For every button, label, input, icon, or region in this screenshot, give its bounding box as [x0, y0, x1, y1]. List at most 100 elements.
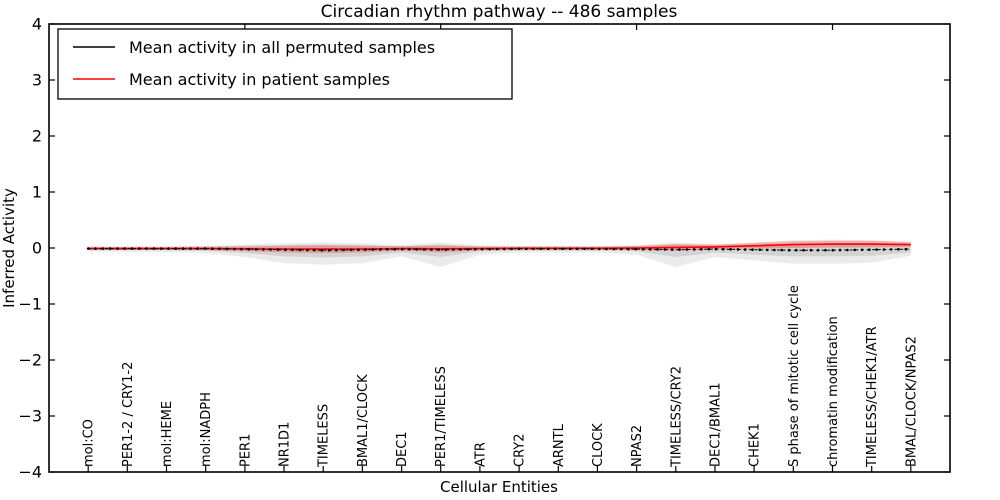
marker-dot	[94, 247, 97, 250]
marker-dot	[116, 247, 119, 250]
y-tick-labels: 4 3 2 1 0 −1 −2 −3 −4	[18, 15, 42, 482]
y-tick-label: 0	[32, 239, 42, 258]
marker-dot	[561, 247, 564, 251]
marker-dot	[882, 248, 886, 251]
marker-dot	[130, 247, 134, 250]
marker-dot	[393, 247, 397, 251]
marker-dot	[532, 247, 535, 251]
x-tick-label: TIMELESS	[317, 404, 332, 468]
marker-dot	[357, 248, 360, 251]
marker-dot	[473, 247, 477, 251]
legend-label-patient: Mean activity in patient samples	[129, 70, 390, 89]
marker-dot	[889, 248, 893, 251]
marker-dot	[590, 247, 594, 251]
marker-dot	[481, 247, 484, 251]
marker-dot	[765, 248, 769, 252]
plot-frame	[48, 23, 951, 473]
marker-dot	[612, 247, 616, 251]
y-tick-label: 3	[32, 71, 42, 90]
marker-dot	[232, 247, 236, 251]
marker-dot	[904, 247, 908, 251]
x-tick-label: CRY2	[513, 434, 528, 468]
marker-dot	[444, 248, 448, 251]
marker-dot	[276, 248, 280, 251]
marker-dot	[254, 248, 258, 251]
marker-dot	[371, 248, 375, 251]
x-tick-label: mol:NADPH	[199, 392, 214, 467]
marker-dot	[700, 248, 703, 251]
marker-dot	[641, 247, 645, 251]
y-tick-label: 4	[32, 15, 42, 34]
marker-dot	[430, 248, 433, 251]
marker-dot	[181, 247, 185, 250]
marker-dot	[649, 248, 652, 251]
marker-dot	[524, 247, 528, 251]
marker-dot	[415, 248, 419, 251]
y-axis-label: Inferred Activity	[0, 188, 18, 308]
marker-dot	[860, 248, 864, 252]
marker-dot	[517, 247, 521, 251]
marker-dot	[897, 248, 900, 251]
marker-dot	[546, 247, 550, 251]
mean-activity-lines	[86, 243, 911, 252]
marker-dot	[670, 248, 674, 251]
marker-dot	[138, 247, 141, 250]
y-tick-label: 2	[32, 127, 42, 146]
marker-dot	[400, 247, 404, 251]
marker-dot	[305, 248, 309, 252]
marker-dot	[816, 248, 820, 252]
marker-dot	[663, 248, 667, 251]
marker-dot	[422, 248, 426, 251]
x-tick-label: ARNTL	[552, 423, 567, 467]
marker-dot	[320, 248, 324, 252]
x-tick-label: ATR	[473, 442, 488, 467]
marker-dot	[437, 248, 440, 251]
x-tick-label: mol:CO	[82, 419, 97, 467]
marker-dot	[707, 247, 710, 251]
marker-dot	[342, 248, 346, 252]
marker-dot	[868, 248, 871, 251]
marker-dot	[568, 247, 572, 251]
marker-dot	[809, 248, 813, 252]
marker-dot	[488, 247, 492, 251]
marker-dot	[218, 247, 221, 251]
marker-dot	[167, 247, 170, 250]
x-axis-label: Cellular Entities	[440, 478, 558, 496]
x-tick-label: NPAS2	[630, 425, 645, 467]
marker-dot	[875, 248, 878, 251]
marker-dot	[729, 248, 732, 251]
y-tick-label: −2	[18, 351, 42, 370]
marker-dot	[846, 248, 849, 252]
marker-dot	[335, 248, 338, 252]
marker-dot	[619, 247, 623, 251]
marker-dot	[597, 247, 601, 251]
marker-dot	[678, 248, 681, 251]
x-tick-label: PER1-2 / CRY1-2	[121, 362, 136, 467]
y-tick-label: −1	[18, 295, 42, 314]
marker-dot	[262, 248, 265, 251]
marker-dot	[284, 248, 287, 251]
marker-dot	[159, 247, 163, 250]
x-tick-label: S phase of mitotic cell cycle	[787, 285, 802, 467]
marker-dot	[583, 247, 586, 251]
marker-dot	[101, 247, 105, 250]
x-tick-label: PER1	[238, 434, 253, 467]
marker-dot	[824, 248, 827, 252]
marker-dot	[174, 247, 178, 250]
marker-dot	[736, 248, 740, 251]
marker-dot	[364, 248, 367, 251]
marker-dot	[123, 247, 126, 250]
marker-dot	[291, 248, 294, 252]
marker-dot	[240, 247, 243, 251]
marker-dot	[685, 248, 689, 251]
marker-dot	[853, 248, 856, 252]
marker-dot	[838, 248, 842, 252]
marker-dot	[634, 247, 637, 251]
x-tick-label: PER1/TIMELESS	[434, 366, 449, 467]
marker-dot	[459, 248, 462, 251]
x-tick-label: BMAL/CLOCK/NPAS2	[904, 336, 919, 467]
marker-dot	[189, 247, 192, 250]
marker-dot	[692, 248, 696, 251]
